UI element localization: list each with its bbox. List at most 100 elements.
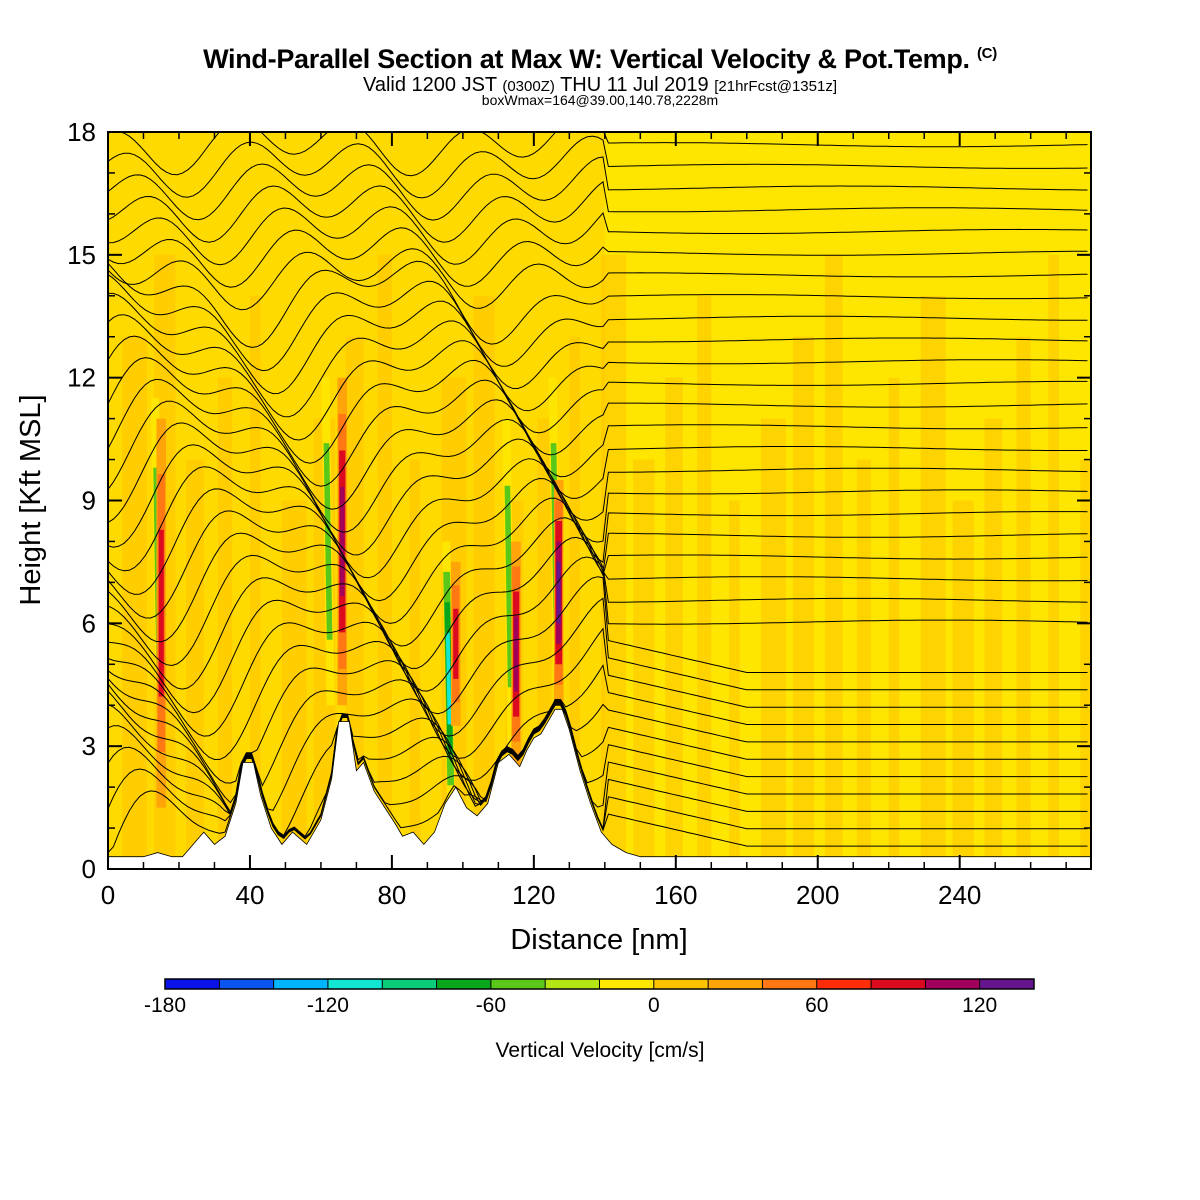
theta-line [108,576,1088,715]
theta-line [108,418,1088,533]
updraft-core [553,480,564,706]
y-axis-label: Height [Kft MSL] [15,394,47,605]
x-tick-label: 200 [796,880,839,910]
theta-line [108,180,1088,243]
x-tick-label: 80 [377,880,406,910]
updraft-core [156,418,167,808]
weak-updraft-band [281,500,307,869]
theta-line [108,156,1088,221]
updraft-layer [453,608,459,679]
theta-line [108,536,1088,669]
weak-updraft-band [665,377,683,869]
downdraft-core [441,541,456,816]
downdraft-layer [504,485,514,688]
theta-line [108,679,1088,804]
theta-line [108,335,1088,441]
weak-updraft-band [856,459,871,869]
x-tick-label: 120 [512,880,555,910]
weak-updraft-band [409,459,421,869]
colorbar-swatch [925,979,980,989]
theta-line [108,597,1088,737]
theta-line [108,292,1088,395]
updraft-core [511,541,521,767]
colorbar-tick-label: -120 [307,994,349,1017]
x-axis-label: Distance [nm] [510,924,687,956]
y-tick-label: 3 [82,731,96,761]
velocity-field [108,132,1091,869]
updraft-core [337,377,348,706]
colorbar-swatch [545,979,600,989]
colorbar-swatch [708,979,763,989]
weak-updraft-band [984,418,1003,869]
terrain-shape [108,708,1091,869]
theta-line [108,132,1088,177]
weak-updraft-band [218,377,233,869]
weak-updraft-band [633,459,655,869]
colorbar-tick-label: 120 [962,994,997,1017]
weak-updraft-band [601,254,627,869]
upstream-zone [108,132,605,869]
colorbar-swatch [382,979,437,989]
weak-updraft-band [186,459,204,869]
y-tick-label: 18 [67,117,96,147]
y-tick-label: 15 [67,240,96,270]
colorbar-swatch [165,979,220,989]
theta-line [108,517,1088,647]
y-tick-label: 12 [67,363,96,393]
updraft-layer [513,616,519,692]
theta-line [108,227,1088,288]
x-tick-label: 240 [938,880,981,910]
colorbar-swatch [816,979,872,989]
colorbar-tick-label: 0 [648,994,660,1017]
terrain-mask [108,708,1091,869]
weak-updraft-band [920,295,946,869]
x-tick-label: 40 [235,880,264,910]
y-tick-label: 9 [82,486,96,516]
colorbar-swatch [979,979,1034,989]
colorbar-swatch [762,979,817,989]
x-tick-label: 0 [101,880,115,910]
updraft-layer [556,561,561,624]
colorbar-swatch [871,979,926,989]
weak-updraft-band [888,377,900,869]
theta-line [108,260,1088,348]
colorbar-swatch [273,979,328,989]
colorbar-swatch [653,979,709,989]
colorbar-swatch [219,979,274,989]
colorbar-label: Vertical Velocity [cm/s] [496,1039,705,1062]
theta-line [108,458,1088,579]
colorbar-swatch [327,979,383,989]
theta-line [108,357,1088,464]
theta-line [108,690,1088,813]
theta-line [108,135,1088,199]
updraft-layer [340,486,345,597]
theta-line [108,477,1088,602]
axes: 0 40 80 120 160 200 240 0 3 6 9 12 15 18 [67,117,1091,910]
colorbar-swatch [599,979,654,989]
weak-updraft-band [1048,254,1060,869]
weak-updraft-band [824,254,843,869]
colorbar-tick-label: 60 [805,994,828,1017]
chart-title: Wind-Parallel Section at Max W: Vertical… [203,44,997,74]
downdraft-layer [445,632,452,725]
weak-updraft-band [249,295,261,869]
weak-updraft-band [952,500,974,869]
chart-subtitle: Valid 1200 JST (0300Z) THU 11 Jul 2019 [… [362,74,838,96]
colorbar: -180 -120 -60 0 60 120 [144,978,1035,1017]
y-tick-label: 0 [82,854,96,884]
colorbar-tick-label: -60 [476,994,506,1017]
weak-updraft-band [760,418,786,869]
theta-line [108,627,1088,761]
y-tick-label: 6 [82,608,96,638]
theta-line [108,399,1088,510]
weak-updraft-band [792,336,815,869]
weak-updraft-band [697,295,712,869]
theta-line [108,660,1088,784]
x-tick-label: 160 [654,880,697,910]
theta-line [108,206,1088,266]
theta-contours [108,132,1088,853]
downdraft-core [321,377,335,706]
theta-line [108,701,1088,837]
theta-line [108,274,1088,372]
